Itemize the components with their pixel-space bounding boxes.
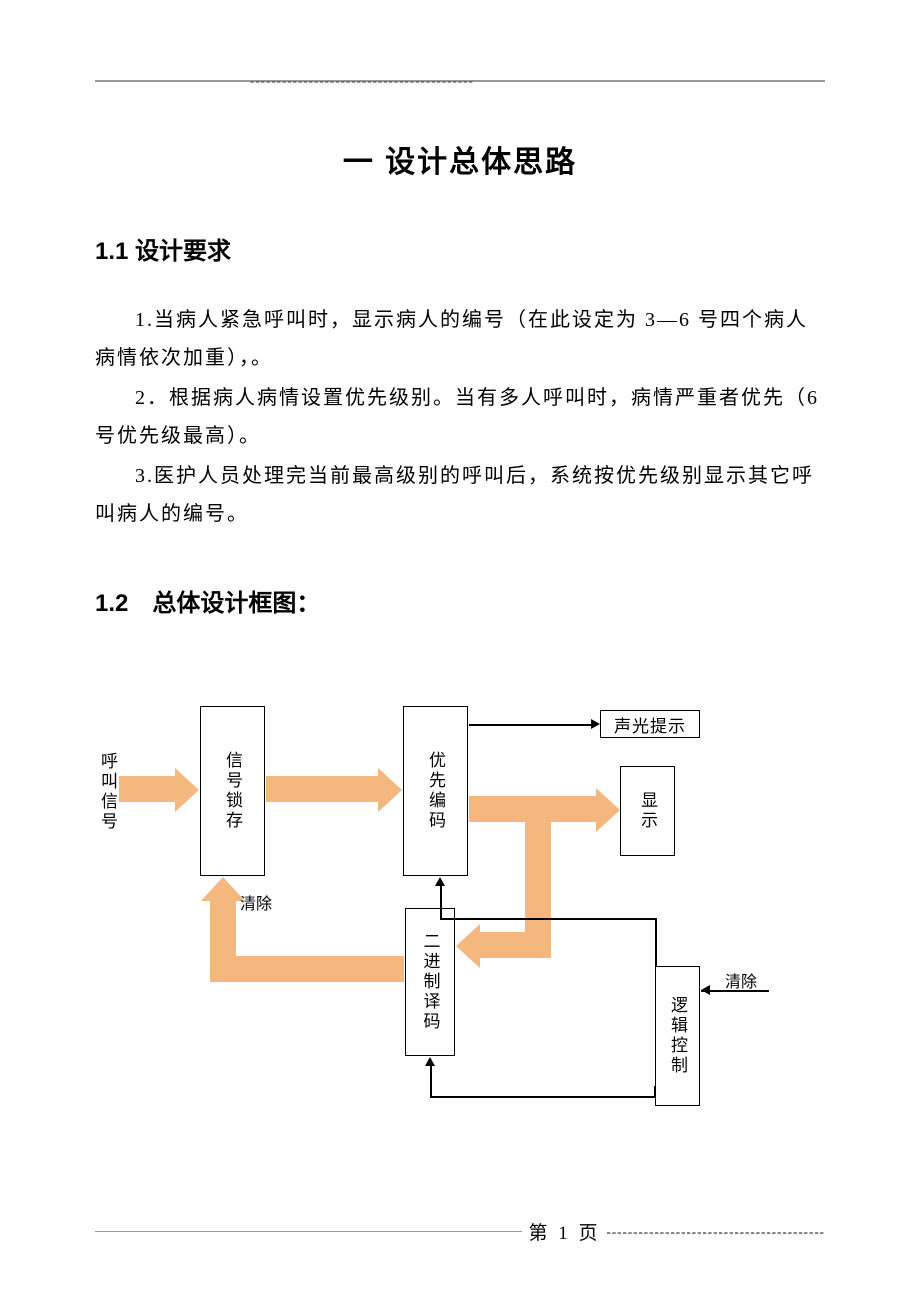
footer-dashes: ----------------------------------------… — [607, 1224, 826, 1240]
section-2-heading: 1.2 总体设计框图： — [95, 583, 825, 618]
arrow-head-2 — [378, 768, 402, 812]
node-lock-label: 信号锁存 — [220, 751, 245, 831]
para-2: 2．根据病人病情设置优先级别。当有多人呼叫时，病情严重者优先（6 号优先级最高）… — [95, 379, 825, 455]
line-logic-priority-v2 — [440, 886, 442, 919]
node-priority-label: 优先编码 — [423, 751, 448, 831]
arrow-head-4 — [456, 924, 480, 968]
arrow-priority-to-display — [469, 796, 596, 822]
arrow-head-5 — [201, 877, 245, 901]
line-priority-alert — [469, 724, 591, 726]
arrow-head-alert — [591, 719, 600, 729]
arrow-head-3 — [596, 788, 620, 832]
node-logic: 逻辑控制 — [655, 966, 700, 1106]
section-1-heading: 1.1 设计要求 — [95, 231, 825, 266]
line-into-decode — [430, 1065, 432, 1087]
node-logic-label: 逻辑控制 — [665, 996, 690, 1076]
arrow-decode-to-lock-v — [210, 900, 236, 982]
node-display-label: 显示 — [635, 791, 660, 831]
line-logic-priority-h — [440, 918, 656, 920]
arrow-decode-to-lock-h — [210, 956, 404, 982]
arrow-head-clear — [701, 985, 710, 995]
node-decode-label: 二进制译码 — [418, 932, 443, 1032]
main-title: 一 设计总体思路 — [95, 137, 825, 181]
node-lock: 信号锁存 — [200, 706, 265, 876]
line-logic-priority-v — [655, 918, 657, 966]
node-alert-label: 声光提示 — [614, 712, 686, 737]
arrow-head-1 — [175, 768, 199, 812]
node-decode: 二进制译码 — [405, 908, 455, 1056]
line-logic-decode-h — [430, 1096, 654, 1098]
footer-page-label: 第 1 页 — [522, 1218, 606, 1245]
header-divider: ----------------------------------------… — [95, 80, 825, 82]
node-alert: 声光提示 — [600, 710, 700, 738]
arrow-input-to-lock — [119, 776, 175, 802]
node-display: 显示 — [620, 766, 675, 856]
arrow-lock-to-priority — [266, 776, 378, 802]
arrow-down-to-decode-h — [480, 932, 551, 958]
flowchart-diagram: 呼叫信号 信号锁存 优先编码 声光提示 显示 二进制译码 — [95, 688, 825, 1128]
arrow-head-priority-up — [435, 877, 445, 886]
footer-line-left — [95, 1231, 522, 1232]
label-clear-2: 清除 — [725, 968, 757, 992]
line-logic-decode-v2 — [654, 1086, 656, 1098]
para-3: 3.医护人员处理完当前最高级别的呼叫后，系统按优先级别显示其它呼叫病人的编号。 — [95, 457, 825, 533]
node-priority: 优先编码 — [403, 706, 468, 876]
header-dashes: ----------------------------------------… — [250, 73, 474, 89]
label-clear-1: 清除 — [240, 890, 272, 914]
node-input-label: 呼叫信号 — [95, 752, 120, 832]
page-footer: 第 1 页 ----------------------------------… — [95, 1218, 825, 1245]
para-1: 1.当病人紧急呼叫时，显示病人的编号（在此设定为 3—6 号四个病人病情依次加重… — [95, 301, 825, 377]
